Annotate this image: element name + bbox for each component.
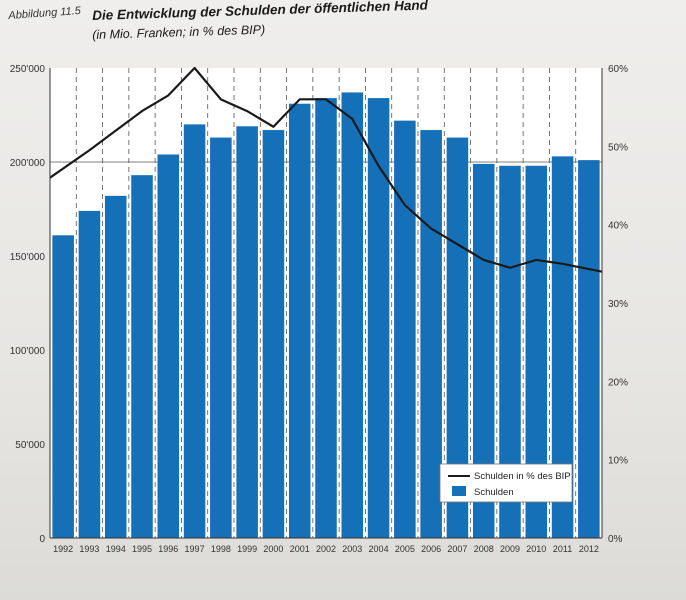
bar: [394, 120, 416, 538]
bar: [315, 98, 337, 538]
bar: [131, 175, 153, 538]
bar: [420, 130, 442, 539]
x-tick-label: 2003: [342, 544, 362, 554]
legend-bar-swatch: [452, 486, 466, 496]
bar: [104, 195, 127, 538]
x-tick-label: 1996: [158, 544, 178, 554]
y-left-tick-label: 200'000: [10, 158, 46, 169]
x-tick-label: 1997: [185, 544, 205, 554]
x-tick-label: 1995: [132, 544, 152, 554]
y-right-tick-label: 50%: [608, 142, 628, 153]
y-right-tick-label: 20%: [608, 377, 628, 388]
bar: [288, 103, 311, 538]
bar: [341, 92, 364, 538]
y-right-tick-label: 10%: [608, 456, 628, 467]
x-tick-label: 2011: [553, 544, 572, 554]
bar: [499, 165, 521, 538]
y-right-tick-label: 30%: [608, 299, 628, 310]
x-tick-label: 1993: [79, 544, 99, 554]
bar: [183, 124, 206, 539]
bar: [578, 160, 600, 538]
x-tick-label: 2001: [290, 544, 310, 554]
bar: [262, 130, 285, 539]
legend-bar-label: Schulden: [474, 487, 514, 498]
line-layer: [49, 66, 603, 273]
bar: [525, 165, 548, 538]
x-tick-label: 2004: [369, 544, 389, 554]
bar: [236, 126, 258, 538]
x-tick-label: 2010: [526, 544, 546, 554]
grid-layer: [50, 68, 602, 538]
bar: [551, 156, 574, 539]
x-tick-label: 2008: [474, 544, 494, 554]
bar: [78, 210, 101, 538]
x-tick-label: 2006: [421, 544, 441, 554]
axis-layer: 0 50'000 100'000 150'000 200'000 250'000 0% 10%…: [10, 64, 628, 554]
bar: [157, 154, 180, 539]
line-series: [49, 66, 603, 273]
x-tick-label: 2005: [395, 544, 415, 554]
x-tick-label: 1994: [106, 544, 126, 554]
y-right-tick-label: 0%: [608, 534, 623, 545]
x-tick-label: 1998: [211, 544, 231, 554]
y-left-tick-label: 150'000: [10, 252, 46, 263]
y-left-tick-label: 50'000: [15, 440, 45, 451]
y-right-tick-label: 60%: [608, 64, 628, 75]
x-tick-label: 1992: [53, 544, 73, 554]
x-tick-label: 2007: [447, 544, 467, 554]
y-left-tick-label: 250'000: [10, 64, 46, 75]
x-tick-label: 1999: [237, 544, 257, 554]
y-right-tick-label: 40%: [608, 221, 628, 232]
legend: Schulden in % des BIP Schulden: [439, 463, 573, 503]
bar: [446, 137, 469, 538]
bar: [210, 137, 232, 538]
y-left-tick-label: 100'000: [10, 346, 46, 357]
y-left-tick-label: 0: [39, 534, 45, 545]
x-tick-label: 2009: [500, 544, 520, 554]
bars-layer: [52, 92, 600, 539]
x-tick-label: 2012: [579, 544, 599, 554]
bar: [52, 235, 74, 538]
legend-line-label: Schulden in % des BIP: [474, 471, 571, 482]
x-tick-label: 2000: [263, 544, 283, 554]
x-tick-label: 2002: [316, 544, 336, 554]
bar: [367, 98, 390, 538]
